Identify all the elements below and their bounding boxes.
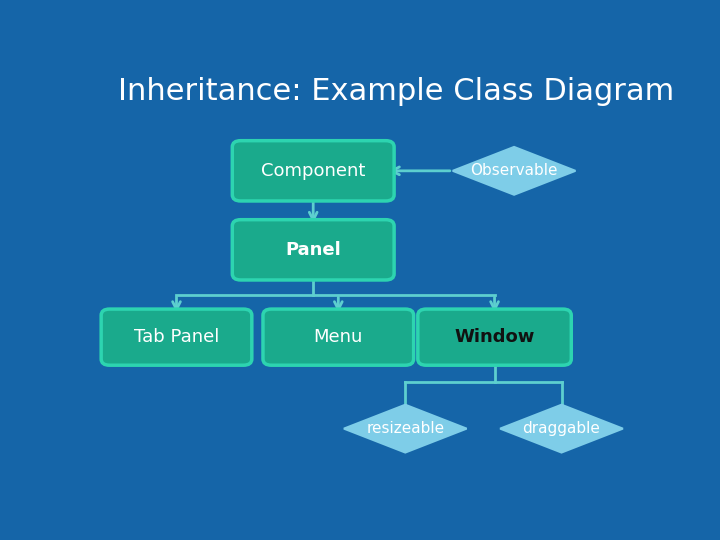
Text: draggable: draggable [523, 421, 600, 436]
Text: Component: Component [261, 162, 365, 180]
FancyBboxPatch shape [101, 309, 252, 365]
Text: Observable: Observable [470, 163, 558, 178]
Text: Menu: Menu [314, 328, 363, 346]
Text: resizeable: resizeable [366, 421, 444, 436]
FancyBboxPatch shape [233, 141, 394, 201]
FancyBboxPatch shape [233, 220, 394, 280]
FancyBboxPatch shape [263, 309, 414, 365]
Polygon shape [344, 404, 467, 453]
FancyBboxPatch shape [418, 309, 571, 365]
Text: Window: Window [454, 328, 535, 346]
Text: Panel: Panel [285, 241, 341, 259]
Polygon shape [453, 147, 575, 195]
Text: Tab Panel: Tab Panel [134, 328, 219, 346]
Polygon shape [500, 404, 623, 453]
Text: Inheritance: Example Class Diagram: Inheritance: Example Class Diagram [118, 77, 674, 106]
